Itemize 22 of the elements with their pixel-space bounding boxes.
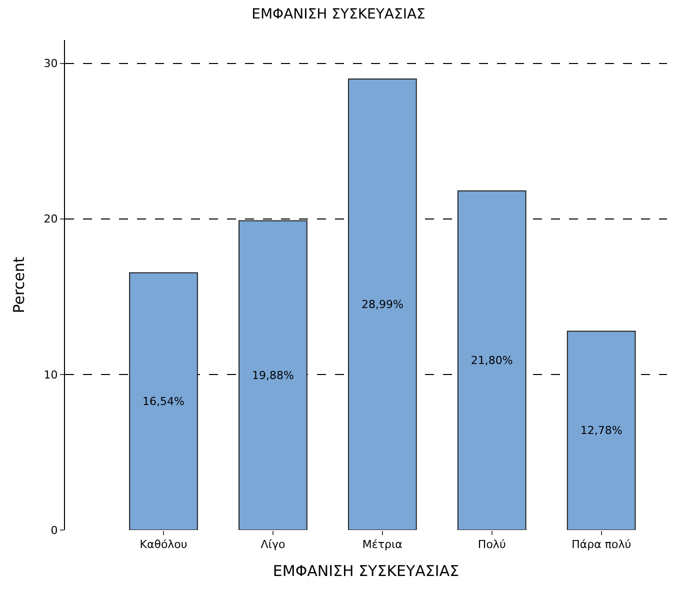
- data-label: 21,80%: [470, 354, 513, 367]
- bar: [348, 78, 417, 530]
- bar: [566, 330, 636, 530]
- x-tick-label: Πάρα πολύ: [572, 538, 632, 552]
- x-tick-label: Λίγο: [260, 538, 286, 552]
- x-tick-label: Μέτρια: [362, 538, 402, 552]
- bar: [457, 190, 526, 530]
- x-axis-title: ΕΜΦΑΝΙΣΗ ΣΥΣΚΕΥΑΣΙΑΣ: [272, 562, 460, 580]
- data-label: 12,78%: [580, 424, 622, 438]
- x-tick-label: Πολύ: [478, 538, 506, 552]
- y-tick-label: 20: [44, 212, 58, 226]
- chart-title: ΕΜΦΑΝΙΣΗ ΣΥΣΚΕΥΑΣΙΑΣ: [252, 6, 426, 23]
- data-label: 19,88%: [252, 368, 294, 382]
- x-tick-label: Καθόλου: [140, 538, 188, 552]
- data-label: 16,54%: [142, 394, 184, 408]
- bar: [129, 272, 198, 530]
- y-tick-label: 10: [44, 368, 58, 382]
- bar: [238, 220, 308, 530]
- y-tick-label: 30: [44, 57, 58, 70]
- y-axis-title: Percent: [10, 256, 28, 314]
- data-label: 28,99%: [361, 298, 404, 312]
- y-tick-label: 0: [50, 524, 58, 537]
